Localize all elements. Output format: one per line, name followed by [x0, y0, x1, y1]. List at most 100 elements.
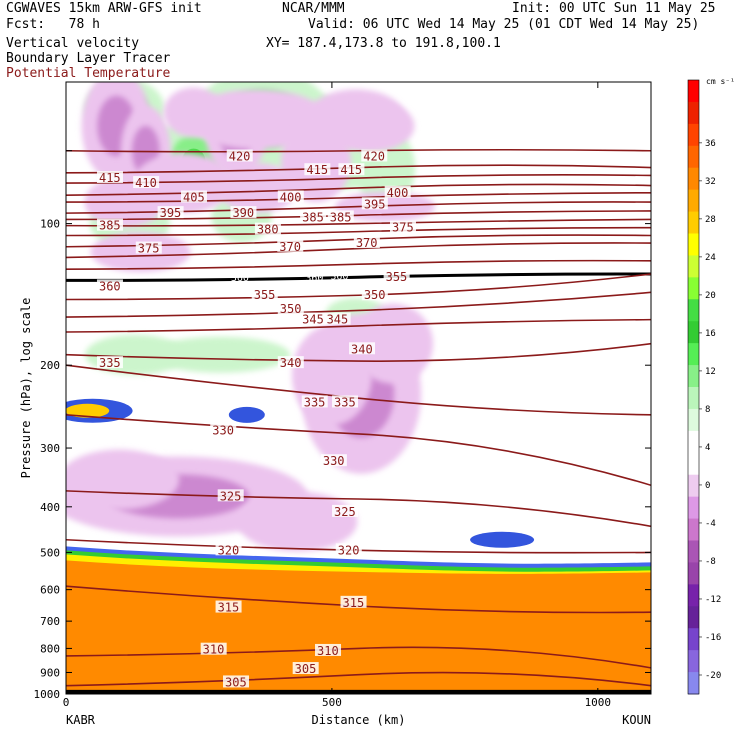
theta-label-bg: [223, 675, 250, 688]
theta-contour-370: [66, 242, 651, 259]
theta-label: 370: [279, 240, 301, 254]
theta-label: 360: [99, 279, 121, 293]
downdraft-region: [280, 122, 351, 203]
theta-contour-385: [66, 218, 651, 227]
theta-label: 330: [212, 423, 234, 437]
boundary-layer-tracer: [66, 560, 651, 694]
theta-label-bg: [324, 312, 351, 325]
colorbar-frame: [687, 79, 700, 695]
theta-label-bg: [277, 356, 304, 369]
tracer-blob-left-core: [66, 403, 110, 418]
tropopause-label: 360: [330, 272, 348, 283]
theta-contour-355: [66, 273, 651, 301]
theta-label-bg: [96, 171, 123, 184]
theta-label: 345: [302, 313, 324, 327]
theta-label: 420: [229, 149, 251, 163]
theta-label-bg: [292, 662, 319, 675]
y-tick-label: 900: [40, 666, 60, 679]
colorbar-swatch: [688, 365, 699, 388]
theta-label: 395: [160, 206, 182, 220]
colorbar-label: -20: [705, 671, 721, 681]
theta-label-bg: [230, 206, 257, 219]
colorbar-swatch: [688, 606, 699, 629]
ground-band: [66, 689, 651, 694]
theta-label-bg: [361, 288, 388, 301]
theta-contour-365: [66, 259, 651, 270]
colorbar-swatch: [688, 650, 699, 673]
theta-label: 310: [317, 644, 339, 658]
colorbar-label: 24: [705, 253, 716, 263]
theta-label: 375: [138, 242, 160, 256]
theta-label: 375: [392, 221, 414, 235]
theta-label-bg: [353, 236, 380, 249]
theta-label-bg: [215, 543, 242, 556]
colorbar-swatch: [688, 321, 699, 344]
colorbar-swatch: [688, 584, 699, 607]
theta-label: 340: [280, 356, 302, 370]
y-tick-label: 600: [40, 584, 60, 597]
colorbar-label: 12: [705, 367, 716, 377]
theta-label-bg: [300, 312, 327, 325]
y-tick-label: 500: [40, 546, 60, 559]
y-tick-label: 100: [40, 218, 60, 231]
theta-label-bg: [157, 206, 184, 219]
organization: NCAR/MMM: [282, 1, 345, 16]
theta-label-bg: [277, 239, 304, 252]
y-axis-label: Pressure (hPa), log scale: [19, 298, 33, 479]
theta-label-bg: [210, 423, 237, 436]
colorbar-label: 0: [705, 481, 710, 491]
theta-label: 385: [330, 210, 352, 224]
right-station-label: KOUN: [622, 713, 651, 727]
theta-label-bg: [383, 270, 410, 283]
left-station-label: KABR: [66, 713, 96, 727]
theta-contour-340: [66, 342, 651, 362]
colorbar-swatch: [688, 189, 699, 213]
theta-label-bg: [96, 218, 123, 231]
theta-label: 325: [220, 489, 242, 503]
theta-label-bg: [338, 163, 365, 176]
theta-label-bg: [226, 149, 253, 162]
theta-label: 345: [327, 313, 349, 327]
colorbar-swatch: [688, 233, 699, 256]
field-boundary-layer-tracer: Boundary Layer Tracer: [6, 51, 171, 66]
colorbar-label: 36: [705, 139, 716, 149]
colorbar-label: -8: [705, 557, 716, 567]
colorbar-label: 8: [705, 405, 710, 415]
theta-label-bg: [200, 642, 227, 655]
colorbar-label: -4: [705, 519, 716, 529]
theta-label-bg: [335, 543, 362, 556]
theta-label-bg: [390, 220, 417, 233]
theta-label: 335: [304, 395, 326, 409]
theta-label: 405: [183, 190, 205, 204]
theta-contour-305: [66, 671, 651, 687]
colorbar-swatch: [688, 408, 699, 432]
colorbar-swatch: [688, 540, 699, 563]
theta-label: 400: [280, 190, 302, 204]
theta-label: 415: [340, 163, 362, 177]
tracer-blob-mid: [228, 406, 265, 423]
colorbar-swatch: [688, 80, 699, 103]
colorbar-swatch: [688, 387, 699, 410]
theta-label: 395: [364, 197, 386, 211]
y-tick-label: 800: [40, 642, 60, 655]
theta-label: 305: [295, 662, 317, 676]
cross-section-coordinates: XY= 187.4,173.8 to 191.8,100.1: [266, 36, 501, 51]
theta-label-bg: [251, 288, 278, 301]
theta-label: 350: [364, 288, 386, 302]
tropopause-label: 360: [231, 273, 249, 284]
colorbar-swatch: [688, 277, 699, 300]
colorbar-label: 16: [705, 329, 716, 339]
theta-label: 350: [280, 302, 302, 316]
colorbar-swatch: [688, 255, 699, 278]
theta-contour-400: [66, 191, 651, 203]
colorbar-label: 4: [705, 443, 710, 453]
theta-label: 400: [387, 186, 409, 200]
downdraft-region: [291, 325, 372, 426]
downdraft-region: [66, 449, 180, 510]
y-tick-label: 400: [40, 501, 60, 514]
colorbar-swatch: [688, 672, 699, 695]
theta-contour-335: [66, 364, 651, 416]
theta-label: 385: [99, 219, 121, 233]
